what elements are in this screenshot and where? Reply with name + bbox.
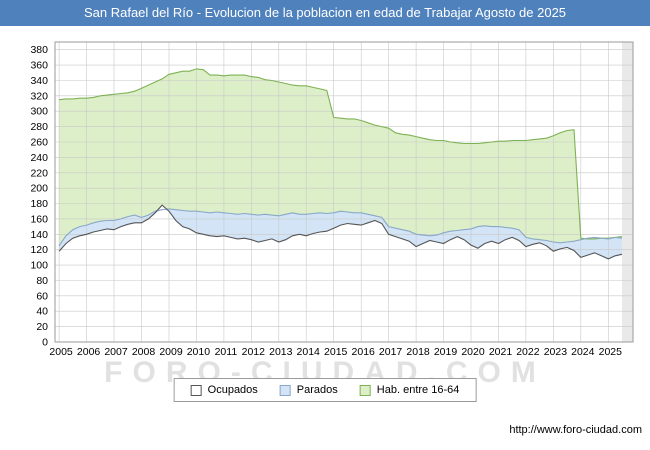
svg-text:2006: 2006	[77, 346, 101, 358]
legend-item-parados: Parados	[279, 384, 338, 396]
svg-text:380: 380	[30, 44, 48, 56]
svg-text:360: 360	[30, 60, 48, 72]
svg-text:40: 40	[36, 306, 48, 318]
chart-title: San Rafael del Río - Evolucion de la pob…	[83, 5, 567, 20]
svg-text:340: 340	[30, 75, 48, 87]
svg-text:180: 180	[30, 198, 48, 210]
svg-text:240: 240	[30, 152, 48, 164]
svg-text:2025: 2025	[599, 346, 623, 358]
parados-label: Parados	[296, 384, 338, 396]
hab-16-64-swatch	[359, 384, 371, 396]
svg-text:80: 80	[36, 275, 48, 287]
svg-text:2011: 2011	[215, 346, 238, 358]
ocupados-swatch	[190, 384, 202, 396]
svg-text:320: 320	[30, 90, 48, 102]
svg-text:2007: 2007	[104, 346, 128, 358]
svg-text:2014: 2014	[297, 346, 321, 358]
svg-text:260: 260	[30, 137, 48, 149]
svg-text:220: 220	[30, 167, 48, 179]
svg-text:2019: 2019	[434, 346, 458, 358]
svg-text:2008: 2008	[132, 346, 156, 358]
svg-text:2021: 2021	[489, 346, 513, 358]
svg-text:2020: 2020	[461, 346, 485, 358]
svg-text:2016: 2016	[352, 346, 376, 358]
svg-text:0: 0	[42, 337, 48, 349]
hab-16-64-label: Hab. entre 16-64	[376, 384, 460, 396]
svg-text:200: 200	[30, 183, 48, 195]
population-area-chart: 0 20 40 60 80 100 120 140 160 180 200 220 240 260 280 3…	[30, 41, 634, 358]
svg-text:2022: 2022	[516, 346, 540, 358]
ocupados-label: Ocupados	[207, 384, 258, 396]
footer-url[interactable]: http://www.foro-ciudad.com	[509, 424, 642, 436]
svg-text:2009: 2009	[159, 346, 183, 358]
legend-item-ocupados: Ocupados	[190, 384, 258, 396]
svg-text:2012: 2012	[242, 346, 266, 358]
svg-text:20: 20	[36, 321, 48, 333]
svg-text:300: 300	[30, 106, 48, 118]
svg-text:2010: 2010	[187, 346, 211, 358]
title-bar: San Rafael del Río - Evolucion de la pob…	[0, 0, 650, 26]
svg-text:2018: 2018	[406, 346, 430, 358]
parados-swatch	[279, 384, 291, 396]
svg-text:2017: 2017	[379, 346, 403, 358]
svg-text:2023: 2023	[544, 346, 568, 358]
svg-text:160: 160	[30, 213, 48, 225]
svg-text:2024: 2024	[571, 346, 595, 358]
svg-text:140: 140	[30, 229, 48, 241]
svg-text:2013: 2013	[269, 346, 293, 358]
svg-text:100: 100	[30, 260, 48, 272]
chart-legend: Ocupados Parados Hab. entre 16-64	[173, 378, 477, 402]
svg-text:120: 120	[30, 244, 48, 256]
svg-text:60: 60	[36, 290, 48, 302]
svg-text:280: 280	[30, 121, 48, 133]
svg-text:2015: 2015	[324, 346, 348, 358]
svg-text:2005: 2005	[49, 346, 73, 358]
legend-item-hab-16-64: Hab. entre 16-64	[359, 384, 460, 396]
